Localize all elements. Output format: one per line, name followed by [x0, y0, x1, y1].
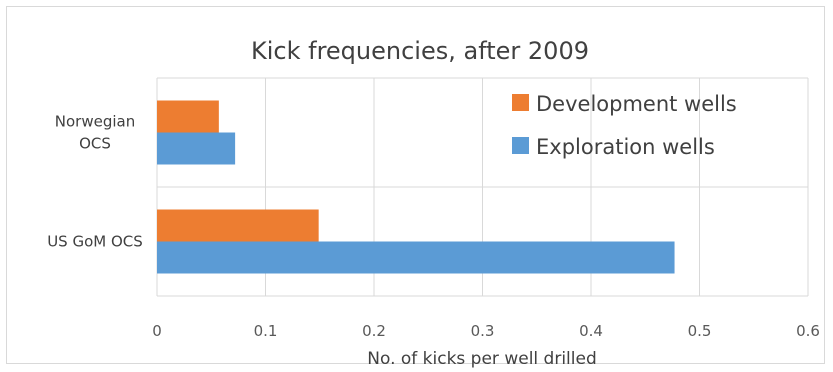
x-tick-label: 0.4 — [579, 322, 603, 340]
x-tick-label: 0.6 — [796, 322, 820, 340]
category-labels: Norwegian OCS US GoM OCS — [47, 113, 143, 251]
legend-label: Development wells — [536, 92, 737, 116]
x-tick-label: 0.3 — [471, 322, 495, 340]
bar-exploration-us-gom — [157, 241, 675, 274]
x-tick-label: 0.2 — [362, 322, 386, 340]
x-tick-label: 0.1 — [254, 322, 278, 340]
bar-exploration-norwegian — [157, 132, 236, 165]
category-label: US GoM OCS — [47, 233, 143, 251]
legend-swatch — [512, 137, 529, 154]
bars-group — [157, 100, 675, 274]
x-tick-labels: 0 0.1 0.2 0.3 0.4 0.5 0.6 — [152, 322, 820, 340]
x-axis-label: No. of kicks per well drilled — [367, 349, 597, 369]
bar-development-norwegian — [157, 100, 219, 133]
x-tick-label: 0 — [152, 322, 162, 340]
legend: Development wells Exploration wells — [512, 92, 737, 159]
legend-swatch — [512, 94, 529, 111]
category-label: OCS — [79, 135, 111, 153]
chart-title: Kick frequencies, after 2009 — [251, 37, 589, 65]
bar-development-us-gom — [157, 209, 319, 242]
x-tick-label: 0.5 — [688, 322, 712, 340]
category-label: Norwegian — [55, 113, 135, 131]
legend-label: Exploration wells — [536, 135, 715, 159]
chart-frame — [6, 6, 825, 364]
